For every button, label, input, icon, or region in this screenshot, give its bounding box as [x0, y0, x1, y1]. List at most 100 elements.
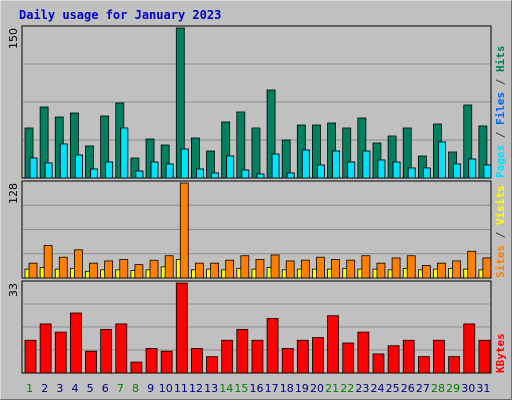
- legend-text-2: Sites / Visits: [494, 185, 507, 278]
- legend-sep-2: /: [494, 72, 507, 92]
- bar-sites-day-17: [270, 254, 280, 279]
- bar-pages-day-20: [317, 164, 325, 179]
- bar-sites-day-26: [406, 255, 416, 279]
- bar-hits-day-5: [85, 145, 94, 179]
- bar-sites-day-1: [28, 262, 38, 279]
- bar-hits-day-4: [69, 112, 79, 179]
- bar-pages-day-11: [180, 148, 189, 179]
- legend-kbytes: KBytes: [494, 333, 507, 373]
- bar-pages-day-9: [150, 161, 159, 179]
- legend-sep-1: /: [494, 125, 507, 145]
- bar-sites-day-14: [225, 259, 235, 279]
- x-tick-day-23: 23: [355, 382, 369, 395]
- bar-sites-day-19: [300, 259, 310, 279]
- legend-text-1: Pages / Files / Hits: [494, 46, 507, 179]
- bar-sites-day-10: [164, 255, 174, 279]
- bar-kbytes-day-7: [115, 323, 128, 374]
- bar-kbytes-day-12: [191, 348, 203, 374]
- y-max-label-3: 33: [7, 283, 20, 297]
- bar-pages-day-8: [135, 170, 144, 179]
- bar-hits-day-22: [342, 127, 352, 179]
- bar-sites-day-9: [149, 259, 159, 279]
- bar-kbytes-day-1: [24, 339, 37, 374]
- bar-kbytes-day-26: [402, 339, 415, 374]
- bar-pages-day-5: [90, 168, 98, 179]
- bar-hits-day-23: [357, 117, 367, 179]
- bar-pages-day-22: [347, 161, 356, 179]
- bar-kbytes-day-29: [448, 356, 461, 374]
- bar-kbytes-day-30: [463, 323, 476, 374]
- x-tick-day-25: 25: [386, 382, 400, 395]
- bar-sites-day-30: [467, 250, 477, 279]
- bar-hits-day-27: [417, 155, 427, 179]
- y-max-label-2: 128: [7, 183, 20, 204]
- legend-sites: Sites: [494, 245, 507, 278]
- bar-sites-day-25: [391, 257, 401, 279]
- bar-pages-day-6: [105, 161, 114, 179]
- bar-kbytes-day-4: [69, 312, 82, 374]
- bar-kbytes-day-31: [478, 339, 491, 374]
- x-tick-day-29: 29: [446, 382, 460, 395]
- bar-pages-day-30: [468, 158, 477, 179]
- bar-kbytes-day-3: [54, 331, 67, 374]
- x-tick-day-9: 9: [147, 382, 154, 395]
- bar-sites-day-6: [104, 260, 114, 279]
- x-tick-day-30: 30: [461, 382, 475, 395]
- x-tick-day-26: 26: [401, 382, 415, 395]
- bar-pages-day-14: [226, 155, 235, 179]
- bar-hits-day-10: [160, 144, 170, 179]
- bar-hits-day-20: [312, 124, 321, 179]
- bar-kbytes-day-9: [145, 348, 158, 374]
- x-tick-day-11: 11: [174, 382, 188, 395]
- legend-text-3: KBytes: [494, 333, 507, 373]
- bar-sites-day-20: [316, 256, 325, 279]
- legend-hits: Hits: [494, 46, 507, 73]
- bar-sites-day-7: [119, 259, 129, 279]
- bar-pages-day-10: [165, 163, 174, 179]
- bar-pages-day-23: [362, 150, 371, 179]
- bar-hits-day-15: [236, 111, 246, 179]
- x-tick-day-19: 19: [295, 382, 309, 395]
- bar-kbytes-day-24: [372, 353, 385, 374]
- bar-hits-day-9: [145, 138, 155, 179]
- x-tick-day-7: 7: [117, 382, 124, 395]
- x-tick-day-18: 18: [280, 382, 294, 395]
- x-tick-day-12: 12: [189, 382, 203, 395]
- x-tick-day-4: 4: [71, 382, 78, 395]
- bar-sites-day-24: [376, 262, 386, 279]
- bar-pages-day-1: [29, 157, 38, 179]
- bar-kbytes-day-11: [175, 282, 188, 374]
- bar-kbytes-day-22: [342, 342, 355, 374]
- legend-files: Files: [494, 92, 507, 125]
- bar-pages-day-4: [74, 154, 83, 179]
- bar-sites-day-11: [179, 182, 189, 279]
- bar-kbytes-day-18: [281, 348, 294, 374]
- bar-pages-day-27: [422, 167, 431, 179]
- bar-kbytes-day-8: [130, 361, 143, 374]
- bar-kbytes-day-16: [251, 339, 264, 374]
- x-tick-day-24: 24: [371, 382, 385, 395]
- bar-hits-day-21: [327, 122, 336, 179]
- bar-pages-day-3: [59, 143, 68, 179]
- x-tick-day-8: 8: [132, 382, 139, 395]
- bar-kbytes-day-23: [357, 331, 370, 374]
- bar-sites-day-12: [195, 262, 204, 279]
- bar-kbytes-day-6: [100, 328, 113, 374]
- bar-hits-day-25: [387, 135, 397, 179]
- bar-sites-day-18: [285, 260, 295, 279]
- bar-sites-day-5: [89, 262, 98, 279]
- bar-kbytes-day-27: [417, 356, 430, 374]
- bar-sites-day-22: [346, 259, 356, 279]
- bar-kbytes-day-13: [206, 356, 218, 374]
- x-tick-day-17: 17: [265, 382, 279, 395]
- x-tick-day-13: 13: [204, 382, 218, 395]
- bar-pages-day-31: [483, 164, 492, 179]
- bar-kbytes-day-20: [312, 337, 324, 374]
- chart-title: Daily usage for January 2023: [19, 8, 222, 22]
- bar-sites-day-3: [58, 256, 68, 279]
- bar-pages-day-29: [453, 163, 462, 179]
- bar-hits-day-17: [266, 89, 276, 179]
- bar-hits-day-16: [251, 127, 261, 179]
- bar-pages-day-28: [438, 141, 446, 179]
